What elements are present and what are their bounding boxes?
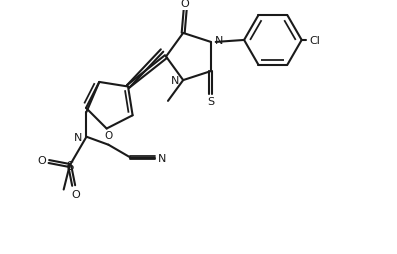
Text: N: N bbox=[74, 132, 83, 142]
Text: O: O bbox=[104, 130, 113, 140]
Text: N: N bbox=[158, 153, 167, 163]
Text: O: O bbox=[37, 155, 46, 165]
Text: Cl: Cl bbox=[309, 36, 320, 46]
Text: O: O bbox=[181, 0, 189, 8]
Text: O: O bbox=[71, 189, 80, 199]
Text: N: N bbox=[215, 36, 223, 46]
Text: N: N bbox=[171, 76, 179, 86]
Text: S: S bbox=[207, 97, 214, 107]
Text: S: S bbox=[66, 160, 73, 172]
